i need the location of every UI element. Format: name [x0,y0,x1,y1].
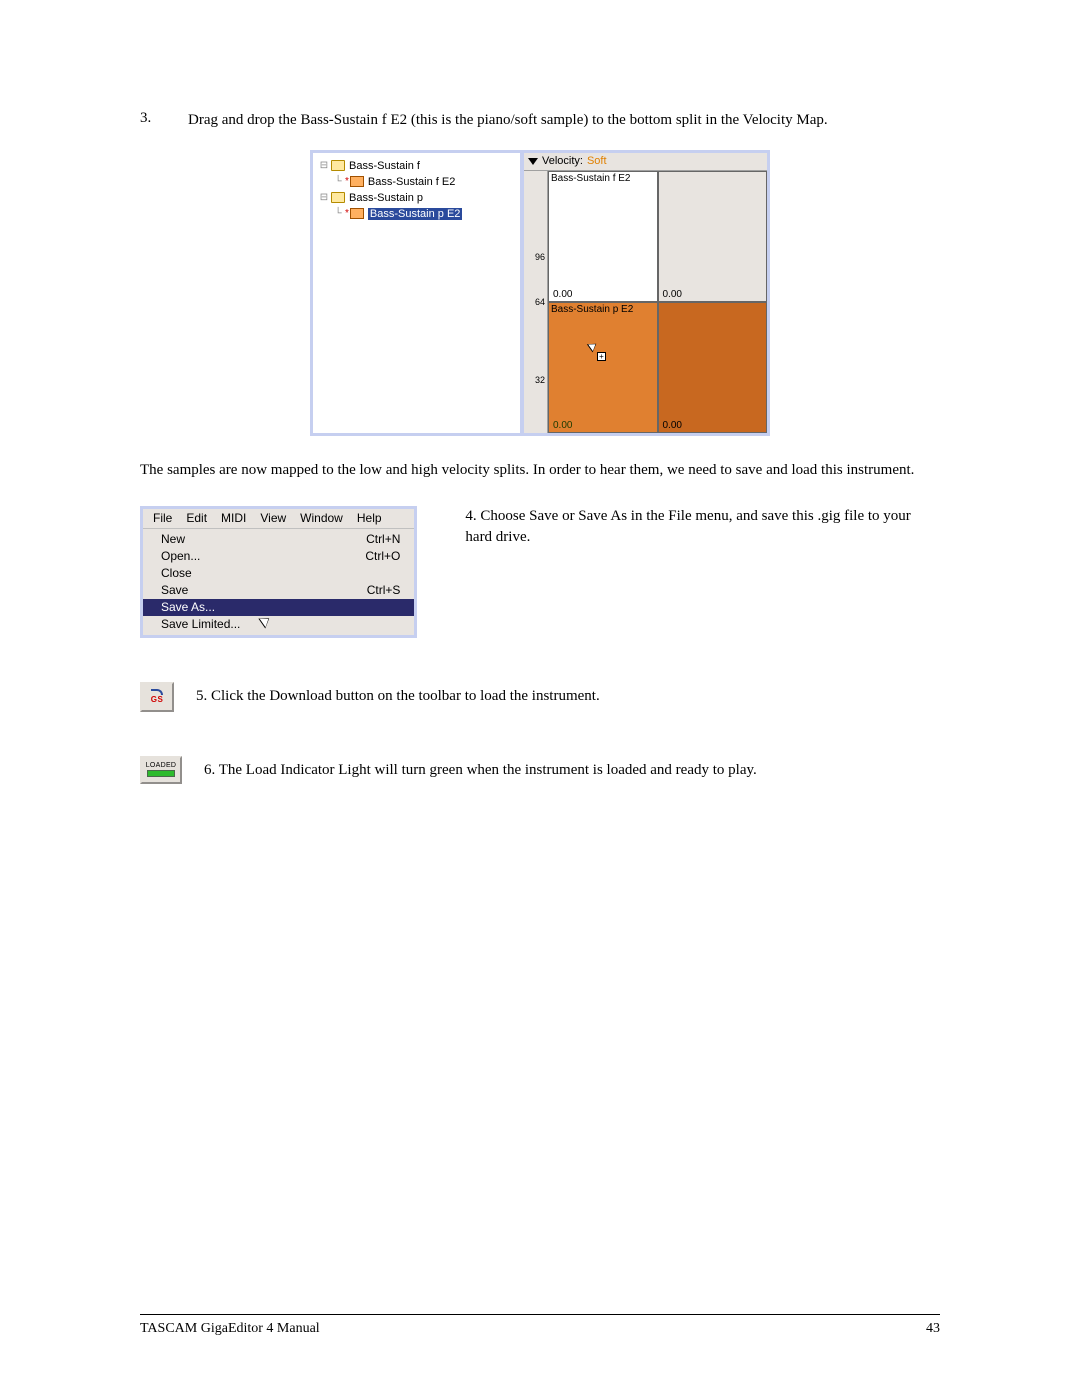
menu-midi[interactable]: MIDI [215,511,252,525]
loaded-indicator: LOADED [140,756,182,784]
triangle-down-icon [528,158,538,165]
step-4-text: 4. Choose Save or Save As in the File me… [465,506,940,550]
velocity-grid: 96 64 32 Bass-Sustain f E2 0.00 0.00 Bas… [524,171,767,433]
download-button[interactable]: GS [140,682,174,712]
wave-icon [350,176,364,187]
menu-label: Save Limited... [161,617,240,631]
axis-tick: 32 [535,375,545,385]
menu-accel: Ctrl+N [366,532,400,546]
menu-accel: Ctrl+S [367,583,401,597]
menu-item-new[interactable]: New Ctrl+N [143,531,414,548]
menu-window[interactable]: Window [294,511,349,525]
velocity-cell-top-right[interactable]: 0.00 [658,171,768,302]
menu-item-save-limited[interactable]: Save Limited... [143,616,414,633]
cursor-copy-icon: + [589,341,607,363]
download-gs-label: GS [151,695,164,704]
menubar: File Edit MIDI View Window Help [143,509,414,529]
menu-label: New [161,532,185,546]
menu-accel: Ctrl+O [365,549,400,563]
loaded-label: LOADED [146,762,177,769]
step-6-text: 6. The Load Indicator Light will turn gr… [204,756,757,782]
figure-tree-velocity: ⊟ Bass-Sustain f └ * Bass-Sustain f E2 ⊟… [310,150,770,436]
download-arrow-icon [151,689,163,695]
tree-label: Bass-Sustain f [349,160,420,172]
velocity-header-label: Velocity: [542,155,583,167]
menu-label: Close [161,566,192,580]
menu-edit[interactable]: Edit [180,511,213,525]
sample-tree-panel: ⊟ Bass-Sustain f └ * Bass-Sustain f E2 ⊟… [310,150,522,436]
step-3: 3. Drag and drop the Bass-Sustain f E2 (… [140,110,940,132]
cell-value: 0.00 [553,289,572,300]
velocity-header-value: Soft [587,155,607,167]
velocity-axis: 96 64 32 [524,171,548,433]
cell-value: 0.00 [553,420,572,431]
tree-label-selected: Bass-Sustain p E2 [368,208,463,220]
menu-item-save-as[interactable]: Save As... [143,599,414,616]
tree-label: Bass-Sustain f E2 [368,176,455,188]
cell-value: 0.00 [663,289,682,300]
folder-icon [331,160,345,171]
velocity-map-panel: Velocity: Soft 96 64 32 Bass-Sustain f E… [522,150,770,436]
footer-page: 43 [926,1321,940,1337]
cell-value: 0.00 [663,420,682,431]
loaded-light-icon [147,770,175,777]
menu-label: Save [161,583,188,597]
tree-node-folder[interactable]: ⊟ Bass-Sustain f [317,158,516,174]
menu-view[interactable]: View [254,511,292,525]
tree-node-sample-selected[interactable]: └ * Bass-Sustain p E2 [317,206,516,222]
wave-icon [350,208,364,219]
velocity-cell-top-left[interactable]: Bass-Sustain f E2 0.00 [548,171,658,302]
axis-tick: 64 [535,297,545,307]
cursor-arrow-icon [261,615,275,633]
tree-label: Bass-Sustain p [349,192,423,204]
tree-node-folder[interactable]: ⊟ Bass-Sustain p [317,190,516,206]
menu-help[interactable]: Help [351,511,388,525]
body-paragraph: The samples are now mapped to the low an… [140,460,940,482]
tree-node-sample[interactable]: └ * Bass-Sustain f E2 [317,174,516,190]
menu-item-save[interactable]: Save Ctrl+S [143,582,414,599]
axis-tick: 96 [535,252,545,262]
menu-label: Save As... [161,600,215,614]
file-menu-panel: File Edit MIDI View Window Help New Ctrl… [140,506,417,638]
step-5-text: 5. Click the Download button on the tool… [196,682,600,708]
velocity-cell-bottom-left[interactable]: Bass-Sustain p E2 + 0.00 [548,302,658,433]
menu-item-open[interactable]: Open... Ctrl+O [143,548,414,565]
cell-label: Bass-Sustain p E2 [551,304,633,315]
step-text: Drag and drop the Bass-Sustain f E2 (thi… [188,110,828,132]
folder-icon [331,192,345,203]
step-number: 3. [140,110,188,132]
menu-item-close[interactable]: Close [143,565,414,582]
cell-label: Bass-Sustain f E2 [551,173,630,184]
velocity-header[interactable]: Velocity: Soft [524,153,767,171]
menu-file[interactable]: File [147,511,178,525]
velocity-cell-bottom-right[interactable]: 0.00 [658,302,768,433]
footer-title: TASCAM GigaEditor 4 Manual [140,1321,320,1337]
page-footer: TASCAM GigaEditor 4 Manual 43 [140,1314,940,1337]
menu-label: Open... [161,549,200,563]
